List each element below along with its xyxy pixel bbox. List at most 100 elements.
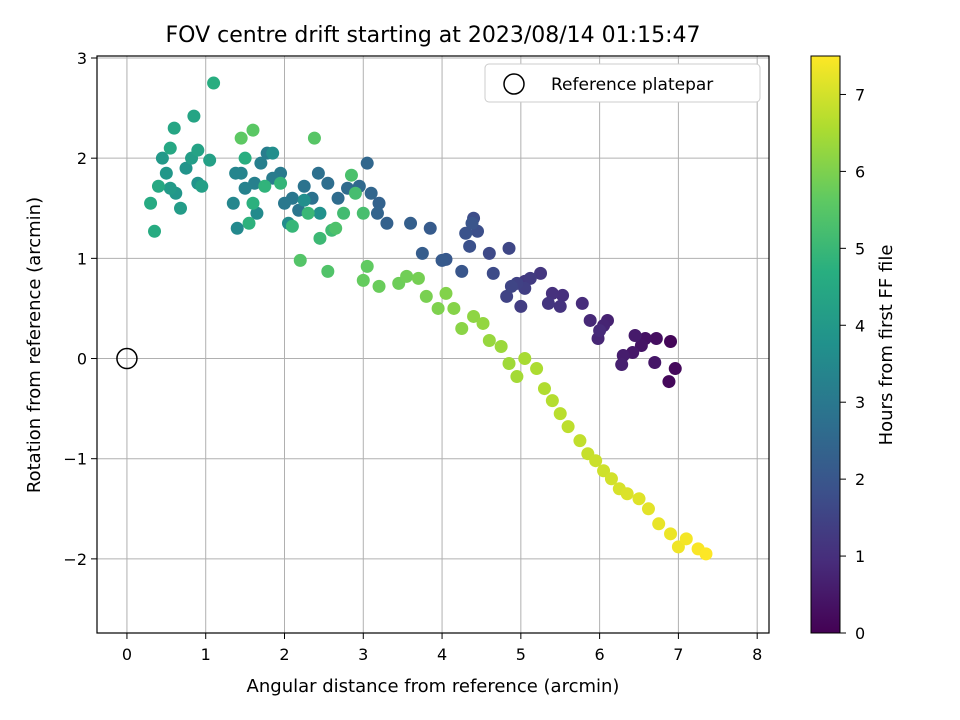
data-point bbox=[415, 246, 429, 260]
data-point bbox=[634, 339, 648, 353]
data-point bbox=[207, 76, 221, 90]
data-point bbox=[159, 166, 173, 180]
x-tick-label: 3 bbox=[358, 645, 368, 664]
data-point bbox=[439, 286, 453, 300]
colorbar-label: Hours from first FF file bbox=[876, 245, 897, 446]
data-point bbox=[372, 279, 386, 293]
data-point bbox=[174, 201, 188, 215]
data-point bbox=[155, 151, 169, 165]
grid bbox=[97, 56, 769, 633]
data-point bbox=[331, 191, 345, 205]
data-point bbox=[545, 394, 559, 408]
data-point bbox=[518, 352, 532, 366]
x-axis-ticks: 0 1 2 3 4 5 6 7 8 bbox=[122, 633, 762, 664]
legend-marker bbox=[503, 73, 525, 95]
data-point bbox=[545, 286, 559, 300]
colorbar-tick-label: 1 bbox=[855, 547, 865, 566]
data-point bbox=[459, 226, 473, 240]
data-point bbox=[575, 296, 589, 310]
data-point bbox=[266, 146, 280, 160]
data-point bbox=[597, 464, 611, 478]
data-point bbox=[297, 193, 311, 207]
data-point bbox=[494, 340, 508, 354]
data-point bbox=[313, 206, 327, 220]
data-point bbox=[534, 266, 548, 280]
data-point bbox=[191, 143, 205, 157]
data-point bbox=[476, 316, 490, 330]
colorbar-tick-label: 7 bbox=[855, 85, 865, 104]
data-point bbox=[652, 517, 666, 531]
data-point bbox=[356, 273, 370, 287]
data-point bbox=[370, 206, 384, 220]
colorbar-tick-label: 3 bbox=[855, 393, 865, 412]
y-tick-label: 1 bbox=[77, 249, 87, 268]
data-point bbox=[151, 179, 165, 193]
data-point bbox=[620, 487, 634, 501]
x-tick-label: 1 bbox=[201, 645, 211, 664]
data-point bbox=[311, 166, 325, 180]
data-point bbox=[510, 370, 524, 384]
data-point bbox=[632, 492, 646, 506]
data-point bbox=[277, 196, 291, 210]
y-tick-label: 0 bbox=[77, 350, 87, 369]
data-point bbox=[307, 131, 321, 145]
data-point bbox=[246, 123, 260, 137]
data-point bbox=[238, 181, 252, 195]
data-point bbox=[203, 153, 217, 167]
y-tick-label: −1 bbox=[63, 450, 87, 469]
data-point bbox=[337, 206, 351, 220]
data-point bbox=[615, 358, 629, 372]
data-point bbox=[514, 299, 528, 313]
data-point bbox=[573, 434, 587, 448]
x-tick-label: 5 bbox=[516, 645, 526, 664]
data-point bbox=[242, 216, 256, 230]
plot-frame bbox=[96, 55, 770, 634]
data-point bbox=[144, 196, 158, 210]
data-point bbox=[356, 206, 370, 220]
data-point bbox=[167, 121, 181, 135]
data-point bbox=[486, 266, 500, 280]
data-point bbox=[297, 179, 311, 193]
x-tick-label: 2 bbox=[279, 645, 289, 664]
colorbar-tick-label: 2 bbox=[855, 470, 865, 489]
data-point bbox=[230, 221, 244, 235]
data-point bbox=[455, 264, 469, 278]
legend-label: Reference platepar bbox=[551, 75, 713, 95]
data-point bbox=[435, 253, 449, 267]
data-point bbox=[348, 186, 362, 200]
data-point bbox=[179, 161, 193, 175]
data-point bbox=[641, 502, 655, 516]
data-point bbox=[380, 216, 394, 230]
legend-box bbox=[484, 63, 761, 103]
data-point bbox=[329, 221, 343, 235]
data-point bbox=[400, 269, 414, 283]
data-point bbox=[648, 356, 662, 370]
colorbar-tick-label: 0 bbox=[855, 624, 865, 643]
data-point bbox=[411, 271, 425, 285]
data-point bbox=[593, 323, 607, 337]
data-point bbox=[148, 224, 162, 238]
data-point bbox=[321, 176, 335, 190]
data-point bbox=[226, 196, 240, 210]
colorbar-tick-label: 6 bbox=[855, 162, 865, 181]
data-point bbox=[504, 279, 518, 293]
reference-marker bbox=[116, 347, 138, 370]
data-point bbox=[321, 264, 335, 278]
data-point bbox=[423, 221, 437, 235]
data-point bbox=[274, 176, 288, 190]
data-point bbox=[628, 328, 642, 342]
data-point bbox=[364, 186, 378, 200]
data-point bbox=[313, 231, 327, 245]
data-point bbox=[671, 540, 685, 554]
data-point bbox=[482, 246, 496, 260]
x-tick-label: 8 bbox=[752, 645, 762, 664]
colorbar-ticks: 0 1 2 3 4 5 6 7 bbox=[840, 85, 865, 643]
y-axis-label: Rotation from reference (arcmin) bbox=[24, 197, 45, 493]
data-point bbox=[419, 289, 433, 303]
data-point bbox=[530, 362, 544, 376]
data-point bbox=[604, 472, 618, 486]
data-point bbox=[372, 196, 386, 210]
scatter-points bbox=[116, 76, 713, 561]
y-tick-label: −2 bbox=[63, 550, 87, 569]
data-point bbox=[293, 253, 307, 267]
